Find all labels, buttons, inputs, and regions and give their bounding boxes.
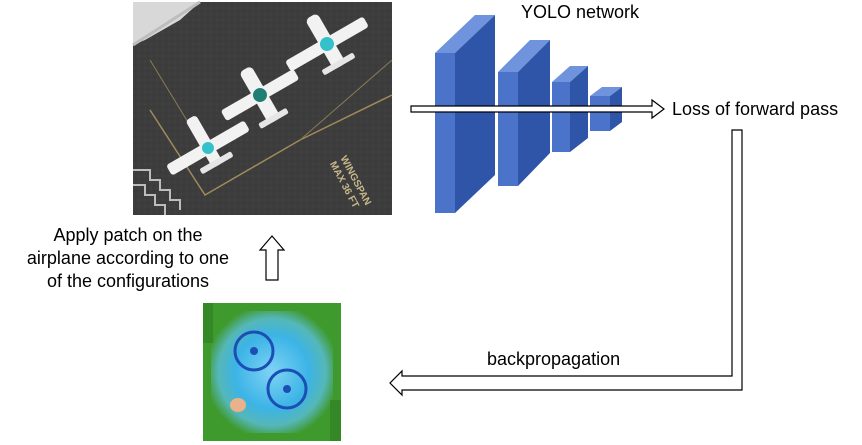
apply-label: Apply patch on the airplane according to… bbox=[8, 224, 248, 293]
loss-label: Loss of forward pass bbox=[672, 99, 839, 119]
apply-up-arrow bbox=[258, 235, 286, 281]
airplane-3 bbox=[286, 14, 368, 75]
airplane-2 bbox=[221, 67, 299, 129]
adversarial-patch bbox=[203, 303, 341, 441]
backprop-label: backpropagation bbox=[487, 349, 621, 369]
network-block-1 bbox=[435, 15, 495, 213]
network-block-2 bbox=[498, 40, 550, 186]
backprop-arrow bbox=[389, 129, 743, 397]
forward-arrow bbox=[410, 98, 665, 120]
network-label: YOLO network bbox=[521, 2, 640, 22]
airplane-1 bbox=[167, 116, 249, 175]
aerial-airplane-image: WINGSPAN MAX 36 FT bbox=[132, 0, 393, 215]
yolo-network-blocks bbox=[435, 15, 622, 213]
apply-label-line-2: airplane according to one bbox=[26, 248, 230, 268]
apply-label-line-1: Apply patch on the bbox=[53, 225, 203, 245]
apply-label-line-3: of the configurations bbox=[46, 271, 210, 291]
